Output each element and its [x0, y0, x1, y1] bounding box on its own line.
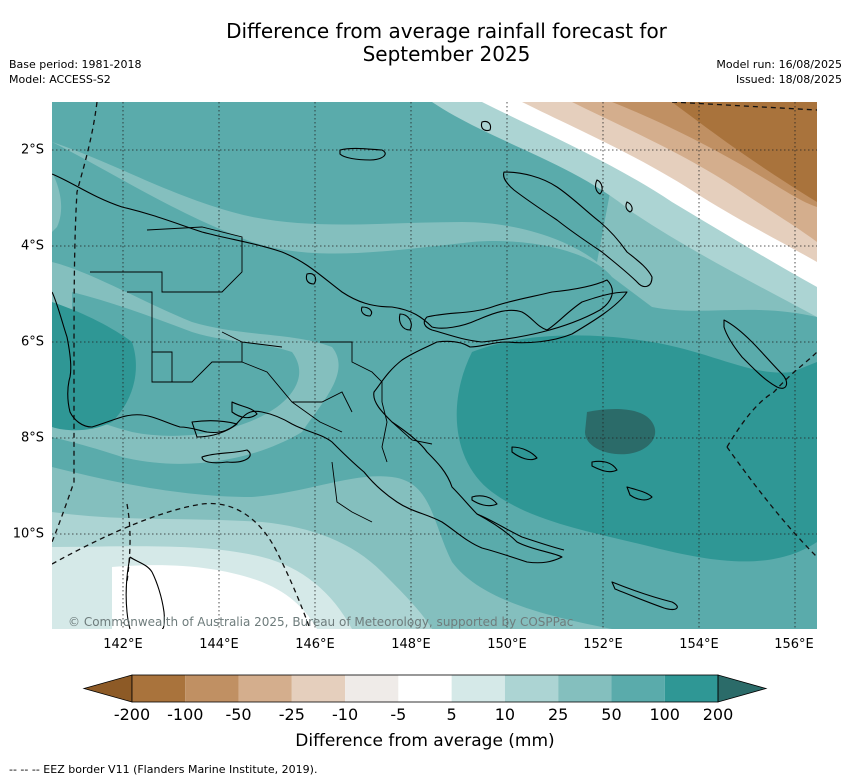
- lon-label-144e: 144°E: [199, 637, 239, 652]
- colorbar-tick-label: 5: [446, 705, 457, 724]
- lon-label-156e: 156°E: [774, 637, 814, 652]
- anomaly-band-200-core: [585, 409, 656, 455]
- colorbar-swatch: [611, 675, 665, 702]
- graticule: [52, 102, 817, 629]
- colorbar-tick-label: -25: [278, 705, 305, 724]
- anomaly-band-white-south: [112, 565, 317, 629]
- colorbar-tick-label: -200: [113, 705, 151, 724]
- anomaly-band-10-west-edge: [52, 172, 62, 232]
- lon-label-152e: 152°E: [583, 637, 623, 652]
- colorbar-swatch: [504, 675, 559, 702]
- anomaly-band-100-west: [52, 302, 136, 431]
- colorbar-tick-label: 50: [601, 705, 622, 724]
- colorbar-extend-low: [82, 674, 133, 703]
- lat-label-8s: 8°S: [20, 430, 44, 446]
- meta-left: Base period: 1981-2018 Model: ACCESS-S2: [9, 57, 141, 87]
- lon-label-148e: 148°E: [391, 637, 431, 652]
- colorbar-swatch: [345, 675, 399, 702]
- colorbar-swatch: [558, 675, 612, 702]
- rainfall-map: © Commonwealth of Australia 2025, Bureau…: [52, 102, 817, 629]
- meta-right: Model run: 16/08/2025 Issued: 18/08/2025: [716, 57, 842, 87]
- lon-label-150e: 150°E: [487, 637, 527, 652]
- lat-label-2s: 2°S: [20, 142, 44, 158]
- colorbar-swatch: [185, 675, 239, 702]
- lat-label-6s: 6°S: [20, 334, 44, 350]
- lat-label-10s: 10°S: [12, 526, 44, 542]
- colorbar-tick-label: -10: [332, 705, 359, 724]
- lon-label-146e: 146°E: [295, 637, 335, 652]
- eez-legend-footer: -- -- -- EEZ border V11 (Flanders Marine…: [9, 763, 318, 776]
- colorbar-swatch: [238, 675, 292, 702]
- lon-label-154e: 154°E: [679, 637, 719, 652]
- map-title: Difference from average rainfall forecas…: [0, 20, 850, 66]
- colorbar-border: [131, 674, 719, 703]
- model-name: Model: ACCESS-S2: [9, 73, 111, 86]
- colorbar-swatch: [664, 675, 718, 702]
- eez-borders: [52, 102, 817, 629]
- lon-label-142e: 142°E: [103, 637, 143, 652]
- colorbar-tick-label: 10: [494, 705, 516, 724]
- title-line-2: September 2025: [362, 42, 531, 66]
- colorbar-tick-label: -5: [390, 705, 407, 724]
- colorbar-tick-label: 200: [702, 705, 734, 724]
- colorbar: [82, 674, 768, 703]
- colorbar-tick-label: 25: [547, 705, 569, 724]
- lat-label-4s: 4°S: [20, 238, 44, 254]
- anomaly-band-neg100-ne: [672, 102, 817, 202]
- coastlines: [52, 120, 788, 629]
- base-period: Base period: 1981-2018: [9, 58, 142, 71]
- colorbar-swatch: [132, 675, 186, 702]
- anomaly-band-50-west: [72, 292, 300, 436]
- colorbar-swatch: [291, 675, 346, 702]
- anomaly-band-50-northcore: [52, 102, 612, 262]
- model-run: Model run: 16/08/2025: [716, 58, 842, 71]
- copyright-text: © Commonwealth of Australia 2025, Bureau…: [68, 615, 573, 629]
- colorbar-title: Difference from average (mm): [295, 731, 555, 751]
- colorbar-tick-label: -100: [167, 705, 204, 724]
- colorbar-tick-label: 100: [649, 705, 680, 724]
- colorbar-swatch: [398, 675, 452, 702]
- province-borders: [90, 226, 433, 523]
- issued-date: Issued: 18/08/2025: [735, 73, 842, 86]
- colorbar-tick-label: -50: [225, 705, 252, 724]
- colorbar-swatch: [451, 675, 505, 702]
- colorbar-extend-high: [717, 674, 768, 703]
- title-line-1: Difference from average rainfall forecas…: [226, 19, 667, 43]
